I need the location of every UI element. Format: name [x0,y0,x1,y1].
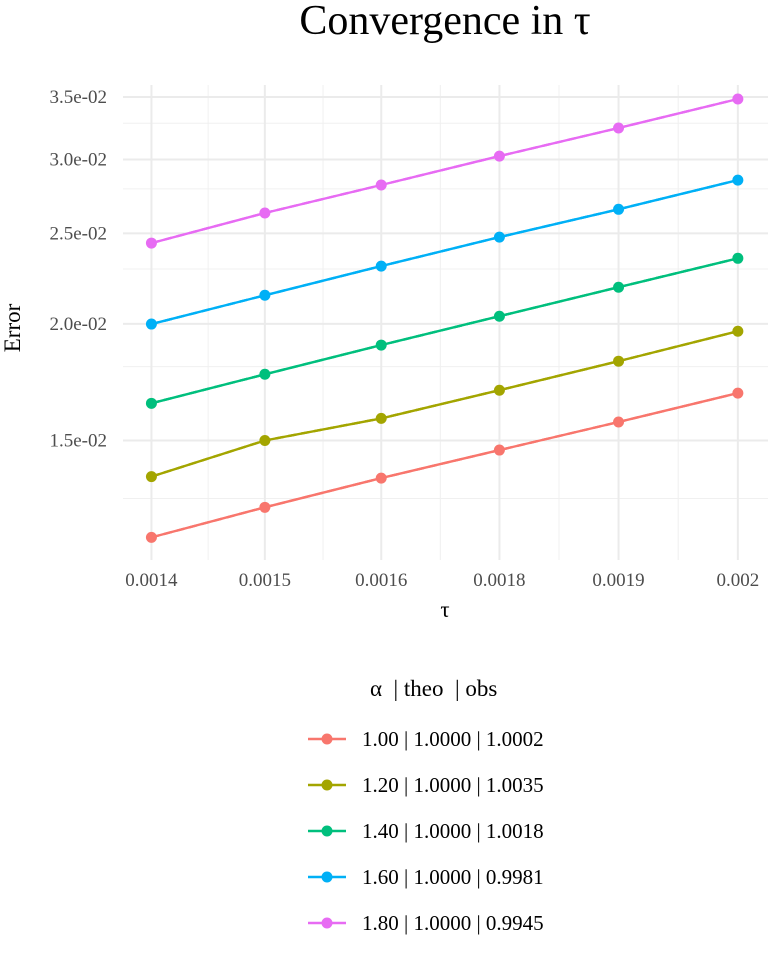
y-tick-label: 2.5e-02 [49,223,107,244]
series-line [151,178,739,326]
x-tick-label: 0.0014 [125,570,178,591]
legend: 1.00 | 1.0000 | 1.0002 1.20 | 1.0000 | 1.… [308,727,544,935]
data-point [145,531,157,543]
data-point [259,207,271,219]
data-point [493,310,505,322]
legend-label: 1.80 | 1.0000 | 0.9945 [362,911,544,935]
data-point [613,355,625,367]
data-point [732,93,744,105]
data-point [732,387,744,399]
data-point [375,472,387,484]
data-point [145,397,157,409]
data-point [259,289,271,301]
legend-label: 1.20 | 1.0000 | 1.0035 [362,773,544,797]
x-tick-label: 0.0018 [473,570,525,591]
data-point [259,368,271,380]
x-tick-label: 0.0016 [355,570,407,591]
data-point [732,174,744,186]
data-point [145,237,157,249]
legend-key-point [321,779,333,791]
series-line [151,391,739,539]
tick-labels: 3.5e-02 3.0e-02 2.5e-02 2.0e-02 1.5e-02 0.001… [49,87,759,591]
data-point [145,471,157,483]
series-line [151,97,739,245]
data-point [259,434,271,446]
y-tick-label: 2.0e-02 [49,314,107,335]
legend-key-point [321,825,333,837]
y-tick-label: 3.0e-02 [49,149,107,170]
legend-label: 1.00 | 1.0000 | 1.0002 [362,727,544,751]
data-point [375,339,387,351]
data-point [493,150,505,162]
data-point [732,252,744,264]
legend-key-point [321,733,333,745]
y-tick-label: 1.5e-02 [49,430,107,451]
data-point [613,416,625,428]
legend-label: 1.40 | 1.0000 | 1.0018 [362,819,544,843]
legend-key-point [321,917,333,929]
data-point [259,501,271,513]
data-point [145,318,157,330]
data-point [375,179,387,191]
series-line [151,257,739,405]
x-axis-title: τ [440,597,449,622]
data-point [732,325,744,337]
x-tick-label: 0.0019 [592,570,644,591]
legend-label: 1.60 | 1.0000 | 0.9981 [362,865,544,889]
data-point [493,231,505,243]
legend-title: α | theo | obs [370,676,497,701]
chart-title: Convergence in τ [299,0,590,44]
series-line [151,330,739,478]
data-point [493,384,505,396]
data-point [375,412,387,424]
series-layer [145,93,744,543]
data-point [493,444,505,456]
legend-key-point [321,871,333,883]
data-point [375,260,387,272]
grid [123,85,768,560]
x-tick-label: 0.002 [716,570,759,591]
data-point [613,122,625,134]
data-point [613,203,625,215]
y-axis-title: Error [0,303,25,352]
y-tick-label: 3.5e-02 [49,87,107,108]
data-point [613,281,625,293]
x-tick-label: 0.0015 [239,570,291,591]
